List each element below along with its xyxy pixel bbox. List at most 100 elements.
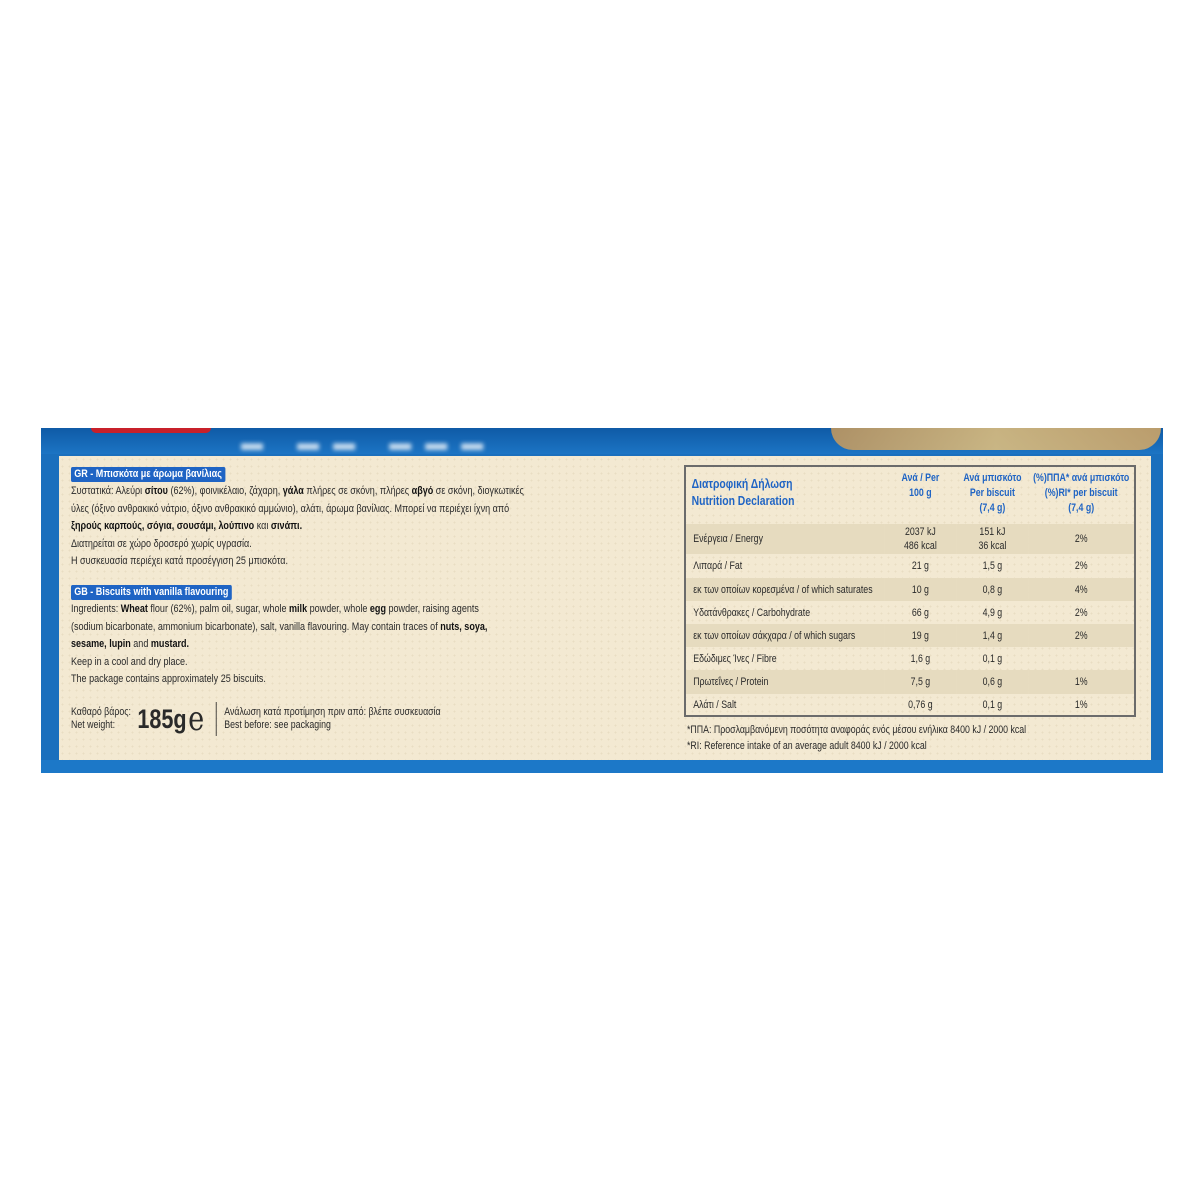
col-header-line: (7,4 g) [979,502,1006,514]
text-line: Συστατικά: Αλεύρι σίτου (62%), φοινικέλα… [71,483,524,500]
text-segment: Keep in a cool and dry place. [71,655,188,668]
cell-value: Πρωτεΐνες / Protein [693,676,769,688]
cell-value: 2% [1074,606,1088,619]
greek-ingredients: Συστατικά: Αλεύρι σίτου (62%), φοινικέλα… [71,483,524,570]
cell-value: 1,5 g [982,560,1003,572]
cell-value: 151 kJ [979,526,1006,538]
cell-value: 2037 kJ [904,526,936,538]
cell-value: 0,8 g [982,583,1003,596]
brand-logo-edge [91,428,211,433]
allergen-text: mustard. [150,638,190,651]
allergen-text: sesame, lupin [71,638,131,651]
cell-value: 19 g [911,629,929,642]
text-segment: Ingredients: [71,603,121,616]
allergen-text: milk [289,603,308,616]
text-line: ξηρούς καρπούς, σόγια, σουσάμι, λούπινο … [71,518,524,535]
cell-value: εκ των οποίων σάκχαρα / of which sugars [693,629,856,642]
text-segment: ύλες (όξινο ανθρακικό νάτριο, όξινο ανθρ… [71,502,510,515]
ri-value: 2% [1028,524,1134,554]
col-ri: (%)ΠΠΑ* ανά μπισκότο (%)RI* per biscuit (7… [1028,467,1134,524]
english-heading: GB - Biscuits with vanilla flavouring [71,585,232,600]
text-line: Η συσκευασία περιέχει κατά προσέγγιση 25… [71,553,524,570]
per-100g-value: 2037 kJ 486 kcal [884,524,957,554]
per-100g-value: 19 g [884,624,957,647]
nutrition-footnotes: *ΠΠΑ: Προσλαμβανόμενη ποσότητα αναφοράς … [687,722,1026,754]
col-header-line: (%)ΠΠΑ* ανά μπισκότο [1033,472,1130,484]
cell-value: 66 g [911,606,929,619]
nutrition-row: Λιπαρά / Fat 21 g 1,5 g 2% [686,554,1134,578]
per-100g-value: 1,6 g [884,647,956,670]
cell-value: 4% [1074,583,1088,596]
ri-value: 2% [1028,601,1134,624]
footnote-en: *RI: Reference intake of an average adul… [687,740,927,752]
net-weight-label-en: Net weight: [71,719,116,731]
cell-value: 2% [1074,629,1088,642]
col-per-100g: Ανά / Per 100 g [884,467,956,524]
text-segment: flour (62%), palm oil, sugar, whole [147,603,290,616]
text-segment: (sodium bicarbonate, ammonium bicarbonat… [71,620,441,633]
per-biscuit-value: 1,5 g [956,554,1028,578]
nutrient-label: Λιπαρά / Fat [686,554,884,578]
per-100g-value: 66 g [884,601,956,624]
cell-value: 0,76 g [908,699,933,711]
footnote-gr: *ΠΠΑ: Προσλαμβανόμενη ποσότητα αναφοράς … [687,724,1027,736]
col-per-biscuit: Ανά μπισκότο Per biscuit (7,4 g) [956,467,1028,524]
nutrition-title: Διατροφική Δήλωση Nutrition Declaration [686,467,884,524]
ri-value: 4% [1028,578,1134,601]
ri-value: 2% [1028,554,1134,578]
english-ingredients: Ingredients: Wheat flour (62%), palm oil… [71,601,487,688]
cell-value: 486 kcal [904,540,937,552]
nutrient-label: Πρωτεΐνες / Protein [686,670,885,694]
nutrient-label: εκ των οποίων σάκχαρα / of which sugars [686,624,885,647]
per-100g-value: 21 g [884,554,956,578]
brand-logo-blurred: ▬ ▬▬ ▬▬▬ [241,430,498,454]
nutrition-table: Διατροφική Δήλωση Nutrition Declaration Α… [684,465,1136,717]
text-segment: The package contains approximately 25 bi… [71,672,266,685]
text-line: Διατηρείται σε χώρο δροσερό χωρίς υγρασί… [71,536,524,553]
estimated-e-mark-icon: e [188,699,205,739]
best-before-gr: Ανάλωση κατά προτίμηση πριν από: βλέπε σ… [224,706,441,718]
col-header-line: Ανά μπισκότο [963,472,1022,484]
text-segment: (62%), φοινικέλαιο, ζάχαρη, [167,485,283,498]
net-weight-block: Καθαρό βάρος: Net weight: 185g e Ανάλωση … [71,702,441,736]
nutrient-label: εκ των οποίων κορεσμένα / of which satur… [686,578,885,601]
text-line: Ingredients: Wheat flour (62%), palm oil… [71,601,487,618]
per-100g-value: 7,5 g [884,670,957,694]
col-header-line: (%)RI* per biscuit [1044,487,1118,499]
nutrition-row: Υδατάνθρακες / Carbohydrate 66 g 4,9 g 2% [686,601,1134,624]
cell-value: Εδώδιμες Ίνες / Fibre [693,652,777,665]
nutrient-label: Αλάτι / Salt [686,694,884,715]
allergen-text: γάλα [282,485,304,498]
cell-value: 1% [1074,699,1088,711]
cell-value: Υδατάνθρακες / Carbohydrate [693,606,811,619]
text-segment: και [254,520,271,533]
text-segment: powder, raising agents [385,603,479,616]
col-header-line: Per biscuit [969,487,1015,499]
cell-value: 36 kcal [978,540,1007,552]
col-header-line: Ανά / Per [901,472,940,484]
per-biscuit-value: 4,9 g [956,601,1028,624]
nutrition-row: εκ των οποίων κορεσμένα / of which satur… [686,578,1134,601]
text-line: ύλες (όξινο ανθρακικό νάτριο, όξινο ανθρ… [71,501,524,518]
net-weight-value: 185g [137,704,187,734]
nutrient-label: Εδώδιμες Ίνες / Fibre [686,647,884,670]
title-en: Nutrition Declaration [691,493,795,508]
cell-value: 0,6 g [982,676,1003,688]
nutrition-row: Αλάτι / Salt 0,76 g 0,1 g 1% [686,694,1134,715]
text-segment: σε σκόνη, διογκωτικές [433,485,524,498]
col-header-line: (7,4 g) [1068,502,1095,514]
per-100g-value: 0,76 g [884,694,956,715]
allergen-text: egg [369,603,386,616]
cell-value: εκ των οποίων κορεσμένα / of which satur… [693,583,873,596]
text-line: The package contains approximately 25 bi… [71,671,487,688]
per-biscuit-value: 0,1 g [956,647,1028,670]
cell-value: 0,1 g [982,652,1003,665]
nutrition-row: Εδώδιμες Ίνες / Fibre 1,6 g 0,1 g [686,647,1134,670]
allergen-text: σίτου [144,485,168,498]
cell-value: 1% [1074,676,1088,688]
allergen-text: σινάπι. [270,520,303,533]
best-before-en: Best before: see packaging [224,719,331,731]
nutrition-row: Ενέργεια / Energy 2037 kJ 486 kcal 151 kJ 36… [686,524,1134,554]
ri-value: 2% [1028,624,1134,647]
cell-value: 0,1 g [982,699,1003,711]
